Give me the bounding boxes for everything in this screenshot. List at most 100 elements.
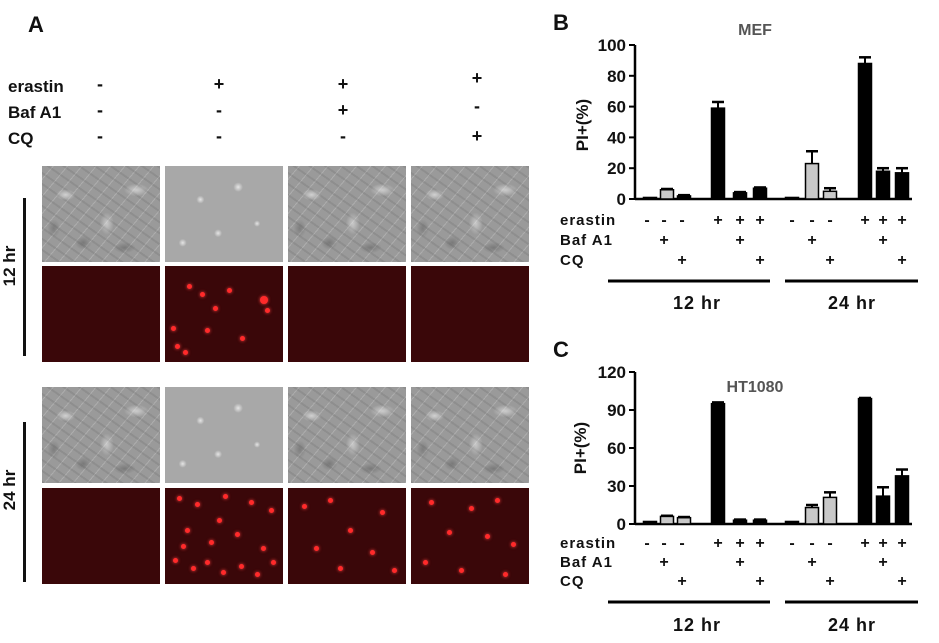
condition-sign: + (337, 74, 349, 94)
chart-b-title: MEF (738, 22, 772, 39)
condition-sign: - (474, 96, 480, 116)
y-tick-label: 30 (607, 477, 626, 496)
condition-sign: - (340, 126, 346, 146)
treatment-sign: + (677, 573, 686, 590)
treatment-sign: - (827, 535, 832, 552)
bar (857, 62, 873, 200)
treatment-sign: + (897, 535, 906, 552)
treatment-sign: + (860, 535, 869, 552)
treatment-sign: - (679, 535, 684, 552)
micrograph-pi-24hr-erastin-bafa1 (288, 488, 406, 584)
micrograph-phase-12hr-erastin-bafa1 (288, 166, 406, 262)
treatment-label: Baf A1 (560, 232, 613, 249)
micrograph-phase-12hr-control (42, 166, 160, 262)
micrograph-phase-24hr-erastin (165, 387, 283, 483)
treatment-sign: + (897, 212, 906, 229)
group-label-24hr: 24 hr (828, 293, 876, 313)
treatment-sign: + (713, 212, 722, 229)
treatment-sign: + (807, 232, 816, 249)
bar (822, 190, 838, 200)
treatment-sign: - (644, 212, 649, 229)
bar (710, 107, 726, 200)
y-tick-label: 120 (598, 363, 626, 382)
group-label-12hr: 12 hr (673, 293, 721, 313)
y-tick-label: 0 (617, 515, 626, 534)
treatment-sign: + (878, 535, 887, 552)
time-bracket-24hr (23, 422, 26, 582)
y-tick-label: 80 (607, 67, 626, 86)
bar (659, 515, 675, 525)
treatment-sign: + (755, 573, 764, 590)
bar (710, 402, 726, 525)
bar (875, 170, 891, 200)
chart-b-ylabel: PI+(%) (573, 99, 592, 151)
treatment-sign: + (755, 252, 764, 269)
bar (894, 475, 910, 525)
micrograph-phase-12hr-erastin-cq (411, 166, 529, 262)
bar (875, 495, 891, 525)
micrograph-phase-24hr-control (42, 387, 160, 483)
treatment-sign: + (897, 573, 906, 590)
treatment-sign: + (878, 212, 887, 229)
micrograph-phase-12hr-erastin (165, 166, 283, 262)
chart-c-ylabel: PI+(%) (571, 422, 590, 474)
condition-label-erastin: erastin (8, 77, 64, 96)
group-label-12hr: 12 hr (673, 615, 721, 635)
treatment-sign: + (735, 554, 744, 571)
micrograph-pi-12hr-erastin-cq (411, 266, 529, 362)
treatment-sign: - (679, 212, 684, 229)
micrograph-pi-24hr-erastin (165, 488, 283, 584)
micrograph-phase-24hr-erastin-cq (411, 387, 529, 483)
condition-sign: + (471, 68, 483, 88)
y-tick-label: 60 (607, 98, 626, 117)
micrograph-pi-12hr-erastin (165, 266, 283, 362)
treatment-label: erastin (560, 212, 616, 229)
condition-sign: - (97, 74, 103, 94)
treatment-sign: + (735, 232, 744, 249)
treatment-label: CQ (560, 573, 585, 590)
bar (676, 516, 692, 525)
treatment-sign: + (755, 212, 764, 229)
y-tick-label: 40 (607, 128, 626, 147)
condition-sign: + (337, 100, 349, 120)
time-bracket-12hr (23, 198, 26, 356)
treatment-sign: + (735, 212, 744, 229)
condition-sign: - (97, 100, 103, 120)
bar (804, 162, 820, 200)
condition-label-cq: CQ (8, 129, 34, 148)
treatment-sign: + (735, 535, 744, 552)
y-tick-label: 100 (598, 36, 626, 55)
panel-c-letter: C (553, 337, 569, 362)
chart-c-title: HT1080 (727, 379, 784, 396)
treatment-sign: + (713, 535, 722, 552)
micrograph-pi-12hr-erastin-bafa1 (288, 266, 406, 362)
panel-b-letter: B (553, 10, 569, 35)
treatment-sign: - (809, 535, 814, 552)
y-tick-label: 60 (607, 439, 626, 458)
bar (642, 196, 658, 200)
y-tick-label: 0 (617, 190, 626, 209)
bar (784, 196, 800, 200)
condition-sign: - (216, 126, 222, 146)
condition-sign: - (97, 126, 103, 146)
treatment-sign: - (789, 212, 794, 229)
bar (857, 397, 873, 525)
treatment-sign: + (860, 212, 869, 229)
condition-sign: + (213, 74, 225, 94)
y-tick-label: 90 (607, 401, 626, 420)
treatment-sign: - (789, 535, 794, 552)
treatment-sign: + (878, 232, 887, 249)
treatment-sign: - (661, 212, 666, 229)
bar (894, 172, 910, 200)
bar (659, 189, 675, 200)
condition-sign: - (216, 100, 222, 120)
treatment-sign: - (661, 535, 666, 552)
bar (822, 496, 838, 525)
treatment-sign: + (897, 252, 906, 269)
bar (804, 506, 820, 525)
treatment-sign: - (827, 212, 832, 229)
treatment-sign: - (644, 535, 649, 552)
treatment-sign: + (825, 252, 834, 269)
panel-a-letter: A (28, 12, 44, 37)
